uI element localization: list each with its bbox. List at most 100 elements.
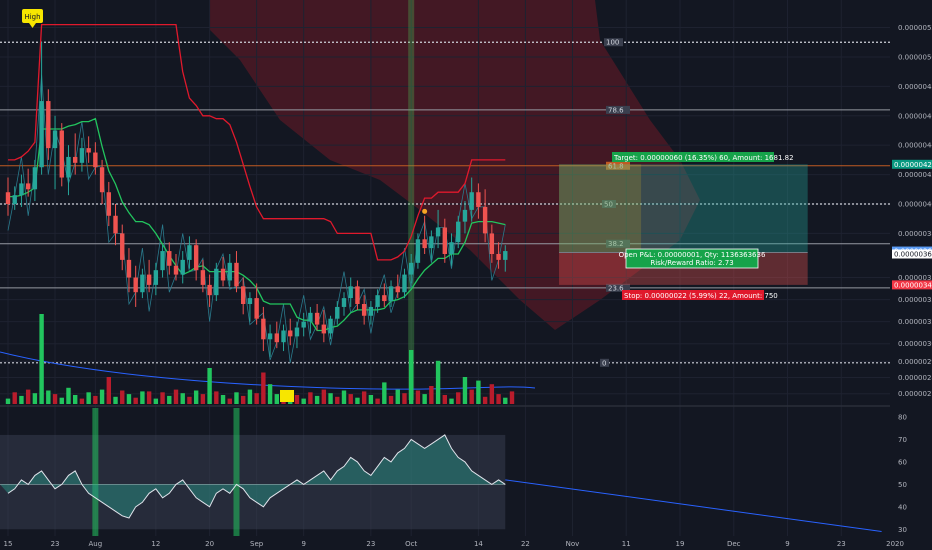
volume-bar	[59, 397, 64, 404]
candle	[86, 136, 91, 163]
price-tick-label: 0.00000500	[898, 53, 932, 61]
time-tick-label: 20	[205, 540, 214, 548]
volume-bar	[368, 395, 374, 404]
fib-level-label-bg	[606, 161, 630, 170]
osc-tick-label: 80	[898, 413, 907, 421]
candle	[187, 236, 192, 269]
volume-bar	[449, 398, 454, 404]
candle	[153, 262, 159, 296]
candle	[435, 209, 441, 249]
candle	[227, 254, 232, 287]
price-tag-label: 0.00000345	[894, 281, 932, 289]
price-tick-label: 0.00000293	[898, 358, 932, 366]
volume-bar	[341, 390, 347, 404]
axis-background	[890, 0, 932, 550]
fib-level-label: 50	[604, 201, 613, 209]
candle-body	[126, 259, 132, 278]
price-tick-label: 0.00000320	[898, 318, 932, 326]
candle-body	[93, 152, 98, 168]
time-tick-label: 23	[837, 540, 846, 548]
candle	[120, 224, 125, 271]
candle-body	[133, 277, 138, 293]
candle	[267, 324, 273, 357]
candle	[146, 259, 152, 293]
candle	[382, 283, 387, 307]
candle-body	[409, 262, 414, 275]
price-tick-label: 0.00000335	[898, 296, 932, 304]
time-tick-label: 2020	[886, 540, 904, 548]
candle-body	[368, 306, 374, 316]
time-tick-label: 12	[151, 540, 160, 548]
volume-bar	[409, 350, 414, 404]
volume-bar	[167, 395, 172, 404]
time-tick-label: 15	[4, 540, 13, 548]
volume-bar	[5, 398, 11, 404]
osc-line	[7, 434, 506, 519]
candle-body	[482, 206, 488, 234]
cloud-area	[210, 0, 700, 330]
fib-level-label-bg	[606, 105, 630, 114]
candle	[361, 295, 367, 325]
time-tick-label: 19	[676, 540, 685, 548]
candle	[375, 289, 380, 313]
candle	[241, 277, 246, 315]
volume-bar	[106, 377, 111, 404]
candle-body	[25, 183, 31, 190]
volume-bar	[173, 389, 179, 404]
volume-bar	[73, 395, 78, 404]
red-trend-line	[8, 23, 506, 261]
candle-body	[86, 148, 91, 153]
candle-body	[52, 130, 58, 149]
candle-body	[200, 270, 206, 285]
candle	[482, 189, 488, 243]
volume-bar	[415, 390, 421, 404]
time-tick-label: 22	[521, 540, 530, 548]
candle-body	[234, 262, 239, 287]
osc-tick-label: 30	[898, 526, 907, 534]
volume-bar	[482, 396, 488, 404]
volume-bar	[153, 398, 159, 404]
candle	[261, 306, 266, 352]
volume-bar	[496, 394, 501, 404]
candle	[308, 306, 313, 334]
volume-bar	[328, 393, 333, 404]
volume-bar	[422, 394, 427, 404]
volume-bar	[361, 391, 367, 404]
candle	[476, 183, 481, 219]
candle	[234, 251, 239, 293]
candle	[25, 168, 31, 197]
volume-bar	[133, 397, 138, 404]
candle	[301, 312, 306, 337]
long-position-tool[interactable]	[559, 164, 808, 285]
candle	[167, 242, 172, 275]
candle-body	[167, 251, 172, 266]
candle	[348, 277, 353, 307]
osc-tick-label: 60	[898, 458, 907, 466]
candle-body	[106, 192, 111, 216]
volume-bar	[402, 393, 407, 404]
candle-body	[489, 233, 495, 254]
fib-level-label: 78.6	[608, 106, 624, 114]
candle-body	[402, 274, 407, 293]
osc-area	[0, 434, 506, 518]
price-tick-label: 0.00000271	[898, 390, 932, 398]
candle-body	[462, 209, 468, 222]
candle-body	[281, 330, 286, 343]
volume-bar	[180, 393, 185, 404]
candle-body	[355, 286, 360, 304]
volume-bar	[66, 387, 71, 404]
price-tag	[892, 159, 932, 169]
volume-bar	[476, 380, 481, 404]
volume-bar	[140, 391, 145, 404]
volume-bar	[348, 394, 353, 404]
candle-body	[388, 286, 394, 302]
candle	[368, 301, 374, 325]
fib-level-label: 23.6	[608, 284, 624, 292]
volume-bar	[113, 396, 118, 404]
candle	[39, 42, 44, 175]
candle-body	[227, 262, 232, 281]
volume-bar	[126, 394, 132, 404]
progress-zone	[559, 164, 642, 253]
